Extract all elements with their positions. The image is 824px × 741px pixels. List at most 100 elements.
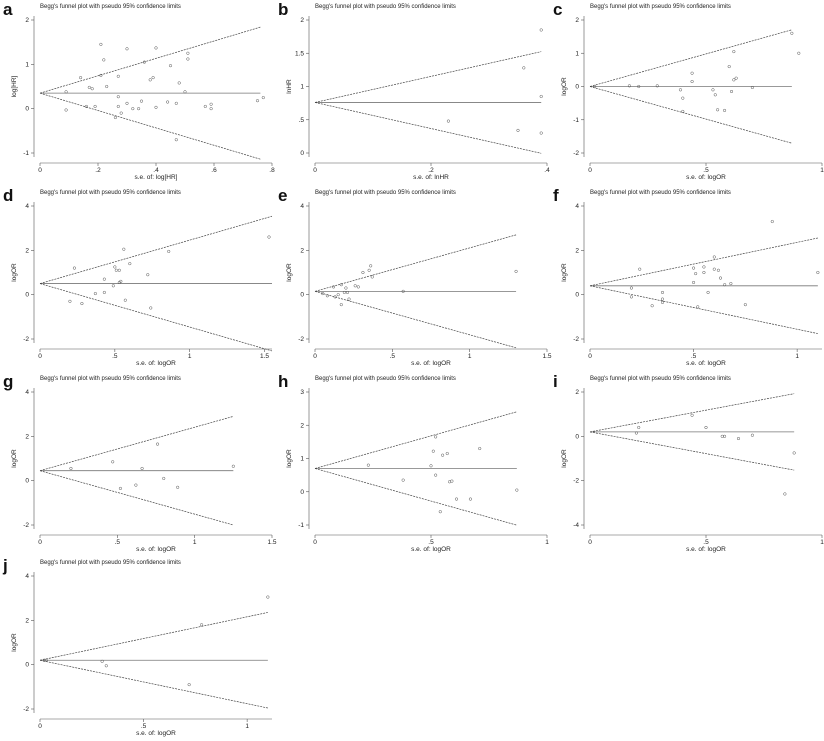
y-tick-label: 0 bbox=[575, 433, 579, 440]
study-point bbox=[186, 51, 190, 55]
study-point bbox=[694, 272, 698, 276]
study-point bbox=[79, 76, 83, 80]
panel-letter: h bbox=[278, 372, 288, 391]
y-axis-label: logOR bbox=[11, 633, 18, 652]
plot-title: Begg's funnel plot with pseudo 95% confi… bbox=[40, 190, 181, 196]
upper-confidence-limit bbox=[589, 237, 818, 287]
study-point bbox=[706, 290, 710, 294]
study-point bbox=[209, 102, 213, 106]
x-tick-label: 1 bbox=[193, 539, 197, 546]
study-point bbox=[401, 289, 405, 293]
study-point bbox=[137, 107, 141, 111]
y-tick-label: 1 bbox=[25, 61, 29, 68]
funnel-plot-svg: i Begg's funnel plot with pseudo 95% conf… bbox=[553, 372, 824, 553]
lower-confidence-limit bbox=[39, 92, 261, 160]
y-tick-label: 1 bbox=[300, 456, 304, 463]
study-point bbox=[729, 89, 734, 94]
upper-confidence-limit bbox=[314, 234, 517, 292]
x-axis-label: s.e. of: logOR bbox=[686, 360, 726, 367]
funnel-panel-b: b Begg's funnel plot with pseudo 95% conf… bbox=[275, 0, 550, 185]
study-point bbox=[629, 295, 633, 299]
funnel-plot-svg: b Begg's funnel plot with pseudo 95% conf… bbox=[278, 0, 550, 181]
y-tick-label: -2 bbox=[573, 336, 579, 343]
panel-letter: a bbox=[3, 0, 13, 19]
panel-letter: d bbox=[3, 186, 13, 205]
study-point bbox=[702, 270, 706, 275]
study-point bbox=[90, 87, 94, 91]
funnel-plot-svg: a Begg's funnel plot with pseudo 95% conf… bbox=[3, 0, 275, 181]
y-tick-label: 0 bbox=[25, 106, 29, 113]
study-point bbox=[125, 47, 129, 51]
plot-title: Begg's funnel plot with pseudo 95% confi… bbox=[315, 190, 456, 196]
study-point bbox=[183, 90, 187, 94]
study-point bbox=[660, 297, 665, 301]
study-point bbox=[119, 279, 123, 283]
y-tick-label: 0 bbox=[575, 292, 579, 299]
study-point bbox=[93, 292, 97, 296]
lower-confidence-limit bbox=[39, 659, 268, 709]
study-point bbox=[261, 96, 265, 100]
study-point bbox=[797, 51, 801, 55]
upper-confidence-limit bbox=[39, 612, 268, 661]
x-tick-label: 0 bbox=[588, 539, 592, 546]
funnel-panel-a: a Begg's funnel plot with pseudo 95% conf… bbox=[0, 0, 275, 185]
y-tick-label: -1 bbox=[298, 522, 304, 529]
y-tick-label: 4 bbox=[25, 203, 29, 210]
panel-letter: f bbox=[553, 186, 559, 205]
study-point bbox=[168, 64, 173, 68]
study-point bbox=[111, 460, 115, 464]
x-tick-label: 0 bbox=[313, 353, 317, 360]
panel-letter: b bbox=[278, 0, 288, 19]
y-tick-label: -1 bbox=[23, 150, 29, 157]
study-point bbox=[176, 485, 180, 489]
lower-confidence-limit bbox=[314, 102, 542, 154]
x-axis-label: s.e. of: logOR bbox=[136, 730, 176, 737]
study-point bbox=[80, 301, 84, 306]
funnel-panel-f: f Begg's funnel plot with pseudo 95% conf… bbox=[550, 186, 824, 371]
study-point bbox=[142, 60, 146, 64]
panel-letter: g bbox=[3, 372, 13, 391]
study-point bbox=[122, 247, 126, 251]
study-point bbox=[723, 434, 727, 438]
study-point bbox=[770, 219, 774, 224]
funnel-plot-svg: c Begg's funnel plot with pseudo 95% conf… bbox=[553, 0, 824, 181]
study-point bbox=[681, 96, 685, 100]
study-point bbox=[339, 283, 343, 287]
study-point bbox=[434, 473, 438, 477]
study-point bbox=[167, 249, 171, 253]
study-point bbox=[174, 101, 178, 105]
study-point bbox=[441, 453, 445, 457]
study-point bbox=[713, 93, 717, 97]
study-point bbox=[732, 78, 736, 82]
study-point bbox=[174, 138, 178, 142]
study-point bbox=[200, 623, 204, 627]
study-point bbox=[44, 658, 48, 662]
x-tick-label: .5 bbox=[115, 539, 121, 546]
y-tick-label: 2 bbox=[300, 247, 304, 254]
study-point bbox=[660, 300, 665, 304]
study-point bbox=[139, 99, 144, 103]
x-tick-label: .6 bbox=[211, 167, 217, 174]
study-point bbox=[146, 273, 150, 277]
y-tick-label: 4 bbox=[300, 203, 304, 210]
y-axis-label: logOR bbox=[286, 263, 293, 282]
funnel-plot-svg: h Begg's funnel plot with pseudo 95% conf… bbox=[278, 372, 549, 553]
funnel-plot-svg: f Begg's funnel plot with pseudo 95% conf… bbox=[553, 186, 822, 367]
study-point bbox=[720, 434, 724, 438]
study-point bbox=[209, 107, 213, 111]
y-tick-label: -2 bbox=[23, 336, 29, 343]
plot-title: Begg's funnel plot with pseudo 95% confi… bbox=[590, 190, 731, 196]
study-point bbox=[366, 463, 370, 467]
study-point bbox=[342, 290, 346, 294]
funnel-panel-e: e Begg's funnel plot with pseudo 95% conf… bbox=[275, 186, 552, 371]
x-tick-label: 1 bbox=[820, 539, 824, 546]
study-point bbox=[134, 483, 138, 487]
lower-confidence-limit bbox=[39, 283, 273, 352]
funnel-plot-svg: e Begg's funnel plot with pseudo 95% conf… bbox=[278, 186, 552, 367]
study-point bbox=[650, 304, 654, 308]
study-point bbox=[116, 104, 120, 108]
lower-confidence-limit bbox=[314, 291, 517, 349]
study-point bbox=[64, 108, 68, 112]
plot-title: Begg's funnel plot with pseudo 95% confi… bbox=[40, 560, 181, 566]
x-tick-label: 1.5 bbox=[267, 539, 276, 546]
